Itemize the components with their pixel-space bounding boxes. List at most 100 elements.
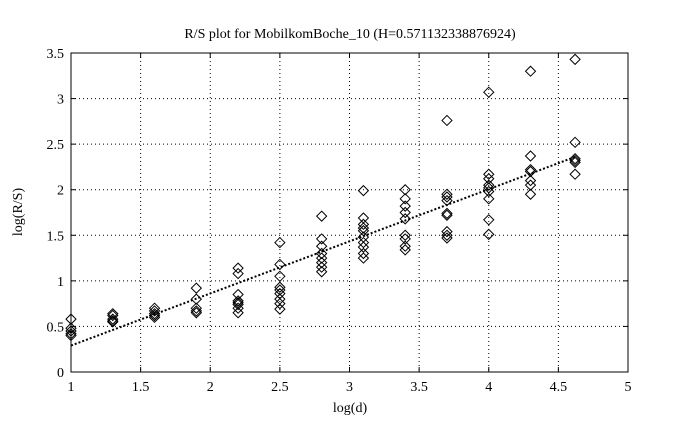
data-point-diamond [315, 261, 328, 273]
data-point-diamond [357, 225, 370, 237]
x-tick-label: 3 [346, 380, 353, 395]
data-point-diamond [274, 303, 286, 315]
data-point-diamond [524, 174, 537, 187]
data-point-diamond [107, 309, 119, 322]
grid [71, 53, 628, 372]
data-point-diamond [232, 267, 244, 280]
x-tick-label: 5 [625, 380, 632, 395]
data-point-diamond [483, 168, 495, 180]
chart-title: R/S plot for MobilkomBoche_10 (H=0.57113… [184, 27, 516, 42]
data-point-diamond [399, 200, 411, 212]
data-points [65, 53, 581, 342]
data-point-diamond [399, 193, 411, 205]
data-point-diamond [190, 282, 203, 294]
data-point-diamond [274, 284, 286, 296]
data-point-diamond [441, 232, 453, 244]
data-point-diamond [483, 214, 495, 226]
data-point-diamond [148, 309, 161, 322]
data-point-diamond [524, 150, 537, 162]
data-point-diamond [65, 313, 77, 325]
data-point-diamond [232, 302, 244, 314]
data-point-diamond [357, 247, 370, 260]
data-point-diamond [274, 258, 286, 271]
data-point-diamond [315, 210, 328, 222]
x-tick-label: 2.5 [271, 380, 289, 395]
data-point-diamond [148, 302, 161, 314]
data-point-diamond [107, 315, 119, 327]
data-point-diamond [315, 247, 328, 260]
data-point-diamond [569, 156, 581, 169]
data-point-diamond [441, 229, 453, 241]
y-tick-label: 1 [57, 275, 64, 290]
data-point-diamond [441, 188, 453, 200]
data-point-diamond [524, 65, 537, 77]
data-point-diamond [274, 297, 286, 310]
y-tick-label: 2.5 [47, 138, 65, 153]
data-point-diamond [232, 298, 244, 311]
data-point-diamond [569, 154, 581, 167]
data-point-diamond [524, 165, 537, 178]
data-point-diamond [441, 207, 453, 220]
data-point-diamond [107, 307, 119, 320]
data-point-diamond [357, 222, 370, 234]
x-tick-label: 1.5 [132, 380, 150, 395]
x-tick-label: 1 [68, 380, 75, 395]
data-point-diamond [357, 218, 370, 231]
regression-fit-line [70, 155, 576, 347]
data-point-diamond [315, 240, 328, 252]
data-point-diamond [148, 307, 161, 320]
data-point-diamond [569, 153, 581, 165]
data-point-diamond [274, 281, 286, 293]
data-point-diamond [232, 262, 244, 274]
data-point-diamond [357, 236, 370, 249]
x-tick-label: 4.5 [550, 380, 568, 395]
y-tick-label: 3 [57, 93, 64, 108]
x-tick-label: 4 [485, 380, 492, 395]
data-point-diamond [190, 307, 203, 319]
data-point-diamond [441, 209, 453, 221]
y-axis-ticks: 0 0.5 1 1.5 2 2.5 3 3.5 [47, 47, 628, 381]
data-point-diamond [483, 173, 495, 185]
data-point-diamond [148, 305, 161, 317]
data-point-diamond [315, 256, 328, 269]
data-point-diamond [107, 316, 119, 328]
data-point-diamond [399, 213, 411, 225]
y-tick-label: 1.5 [47, 229, 65, 244]
data-point-diamond [483, 179, 495, 191]
data-point-diamond [524, 188, 537, 200]
data-point-diamond [357, 184, 370, 197]
data-point-diamond [190, 293, 203, 305]
data-point-diamond [483, 185, 495, 198]
data-point-diamond [357, 252, 370, 264]
y-tick-label: 0.5 [47, 320, 65, 335]
data-point-diamond [399, 244, 411, 256]
data-point-diamond [65, 325, 77, 337]
x-tick-label: 3.5 [410, 380, 428, 395]
data-point-diamond [357, 241, 370, 253]
data-point-diamond [190, 302, 203, 314]
data-point-diamond [315, 233, 328, 245]
data-point-diamond [274, 270, 286, 283]
data-point-diamond [524, 179, 537, 191]
data-point-diamond [274, 236, 286, 249]
data-point-diamond [357, 212, 370, 224]
data-point-diamond [232, 307, 244, 319]
data-point-diamond [399, 206, 411, 219]
data-point-diamond [524, 163, 537, 176]
fit-line-group [70, 155, 576, 347]
data-point-diamond [107, 313, 119, 325]
data-point-diamond [315, 252, 328, 264]
data-point-diamond [483, 228, 495, 241]
data-point-diamond [399, 229, 411, 241]
data-point-diamond [483, 86, 495, 98]
data-point-diamond [232, 295, 244, 307]
data-point-diamond [399, 240, 411, 252]
data-point-diamond [148, 311, 161, 324]
data-point-diamond [441, 114, 453, 127]
plot-frame [70, 52, 629, 373]
data-point-diamond [315, 266, 328, 278]
data-point-diamond [483, 182, 495, 194]
data-point-diamond [65, 329, 77, 342]
data-point-diamond [441, 191, 453, 203]
